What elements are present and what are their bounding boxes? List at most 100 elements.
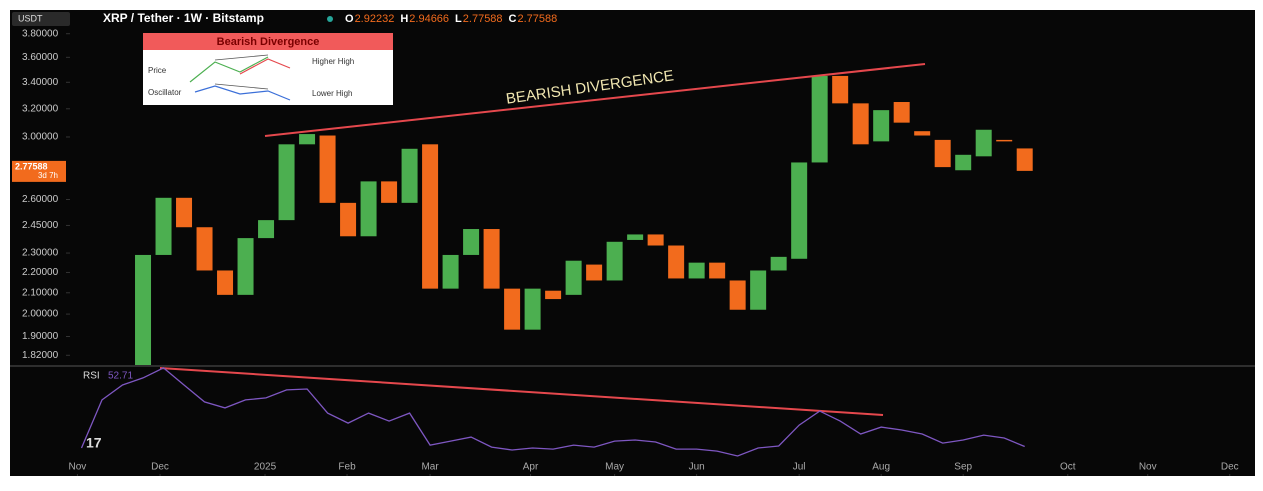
candle (565, 260, 582, 295)
y-tick-label: 2.00000 (22, 309, 59, 320)
ohlc-legend: O 2.92232 H 2.94666 L 2.77588 C 2.77588 (345, 13, 557, 25)
y-tick-label: 1.82000 (22, 350, 59, 361)
inset-trend (214, 54, 269, 61)
x-tick-label: Sep (954, 462, 972, 473)
price-label: 2.77588 (15, 161, 48, 171)
candle (545, 290, 562, 300)
main-pane (135, 75, 1033, 365)
candle (606, 241, 623, 281)
x-tick-label: Dec (151, 462, 169, 473)
y-tick-label: 2.60000 (22, 194, 59, 205)
y-tick-label: 2.30000 (22, 248, 59, 259)
rsi-trendline (159, 367, 884, 416)
candle (360, 181, 377, 237)
x-tick-label: Dec (1221, 462, 1239, 473)
candle (914, 131, 931, 136)
candle (832, 75, 849, 104)
price-trendline (264, 63, 926, 137)
inset: Bearish Divergence Price Higher High Osc… (143, 33, 393, 105)
candle (483, 229, 500, 289)
rsi-line (80, 367, 1025, 457)
ohlc-label: O (345, 13, 354, 25)
y-tick-label: 2.10000 (22, 287, 59, 298)
candle (709, 262, 726, 279)
y-tick-label: 2.20000 (22, 267, 59, 278)
y-tick-label: 3.00000 (22, 132, 59, 143)
candle (299, 134, 316, 145)
candle (647, 234, 664, 246)
candle (893, 102, 910, 123)
countdown: 3d 7h (38, 171, 58, 180)
candle (627, 234, 644, 240)
candle (278, 144, 295, 221)
candle (586, 264, 603, 281)
candle (934, 139, 951, 168)
x-tick-label: Mar (421, 462, 439, 473)
ohlc-label: H (400, 13, 408, 25)
inset-label: Price (148, 66, 167, 75)
candle (811, 75, 828, 163)
candle (319, 135, 336, 203)
y-tick-label: 3.40000 (22, 77, 59, 88)
logo: 17 (86, 435, 102, 451)
ohlc-label: C (509, 13, 517, 25)
inset-label: Lower High (312, 89, 352, 98)
y-tick-label: 3.80000 (22, 28, 59, 39)
candle (996, 139, 1013, 142)
y-tick-label: 2.45000 (22, 220, 59, 231)
candle (955, 154, 972, 171)
candle (381, 181, 398, 203)
inset-price-line (189, 56, 269, 83)
x-tick-label: Nov (69, 462, 87, 473)
x-tick-label: Apr (523, 462, 539, 473)
candle (688, 262, 705, 279)
candle (196, 227, 213, 271)
x-tick-label: Jul (793, 462, 806, 473)
price-label-box (12, 160, 66, 182)
symbol-box[interactable] (12, 12, 70, 26)
symbol-box-text: USDT (18, 13, 43, 23)
x-tick-label: Jun (689, 462, 705, 473)
legend-label: RSI (83, 371, 100, 382)
candle (524, 288, 541, 330)
ohlc-value: 2.77588 (518, 13, 558, 25)
candle (873, 110, 890, 142)
status-dot (327, 16, 333, 22)
ohlc-value: 2.94666 (409, 13, 449, 25)
candle (217, 270, 234, 295)
candle (258, 220, 275, 239)
y-tick-label: 1.90000 (22, 331, 59, 342)
candle (668, 245, 685, 279)
candle (401, 148, 418, 203)
candle (975, 129, 992, 157)
inset-header (143, 33, 393, 50)
inset-title: Bearish Divergence (217, 36, 320, 48)
inset-label: Oscillator (148, 88, 182, 97)
x-tick-label: Oct (1060, 462, 1076, 473)
candle (1016, 148, 1033, 171)
candle (237, 238, 254, 295)
candle (422, 144, 439, 289)
x-tick-label: 2025 (254, 462, 277, 473)
inset-label: Higher High (312, 57, 354, 66)
candle (155, 197, 172, 255)
candle (504, 288, 521, 330)
candle (791, 162, 808, 259)
ohlc-value: 2.92232 (355, 13, 395, 25)
inset-price-line (239, 58, 291, 75)
candle (852, 103, 869, 145)
candle (135, 254, 152, 365)
x-tick-label: Feb (338, 462, 356, 473)
x-tick-label: May (605, 462, 624, 473)
candle (750, 270, 767, 310)
ohlc-value: 2.77588 (463, 13, 503, 25)
candle (463, 229, 480, 255)
candle (176, 197, 193, 228)
candle (442, 254, 459, 289)
x-tick-label: Aug (872, 462, 890, 473)
y-tick-label: 3.60000 (22, 52, 59, 63)
candle (340, 202, 357, 237)
candle (729, 280, 746, 310)
